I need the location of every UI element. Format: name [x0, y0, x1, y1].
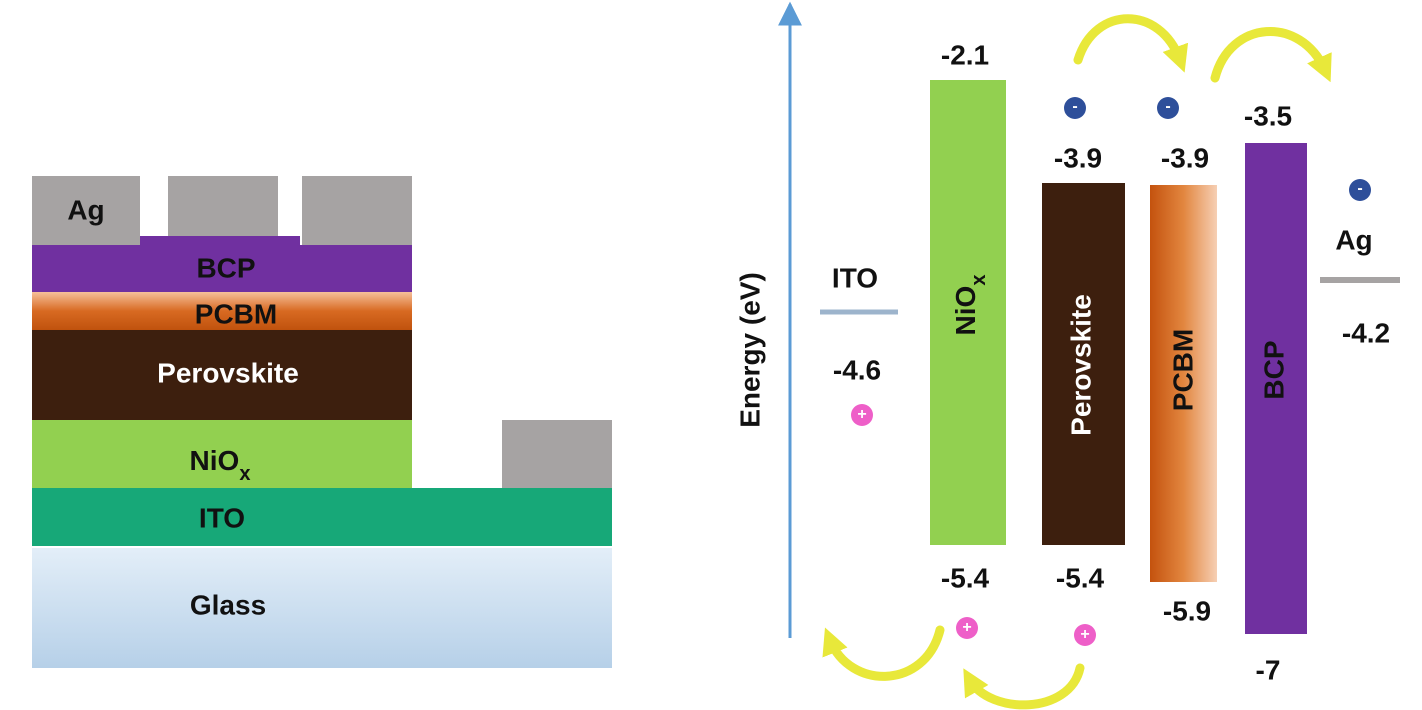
hole: + [956, 617, 978, 639]
label-base: NiO [950, 286, 981, 336]
hole: + [1074, 624, 1096, 646]
charge-sign: + [1080, 626, 1089, 643]
charge-sign: + [857, 406, 866, 423]
energy-value: -3.9 [1054, 142, 1102, 173]
device-stack: Ag BCP PCBM Perovskite NiOx ITO Glass [32, 176, 612, 668]
layer-label: Perovskite [157, 357, 299, 388]
layer-label: BCP [196, 252, 255, 283]
layer-label: ITO [199, 502, 245, 533]
material-label: NiOx [950, 275, 990, 336]
perovskite-layer [32, 330, 412, 420]
label-subscript: x [239, 463, 250, 485]
axis-label: Energy (eV) [734, 272, 765, 428]
ito-layer [32, 488, 612, 546]
charge-sign: - [1072, 98, 1077, 115]
charge-sign: - [1165, 98, 1170, 115]
transfer-arrow [1210, 27, 1332, 83]
label-subscript: x [968, 275, 990, 286]
material-label: BCP [1258, 340, 1289, 399]
energy-value: -5.4 [1056, 562, 1105, 593]
transfer-arrow [1073, 14, 1189, 73]
ag-contact [502, 420, 612, 488]
transfer-arrow [822, 625, 945, 681]
bcp-band [1245, 143, 1307, 634]
glass-layer [32, 548, 612, 668]
pcbm-band [1150, 185, 1217, 582]
niox-layer [32, 420, 412, 488]
layer-label: PCBM [195, 298, 277, 329]
ag-electrode [32, 176, 140, 245]
ag-electrode [302, 176, 412, 245]
charge-sign: + [962, 619, 971, 636]
energy-value: -4.6 [833, 354, 881, 385]
layer-label: Ag [67, 194, 104, 225]
energy-value: -2.1 [941, 39, 989, 70]
niox-band [930, 80, 1006, 545]
material-label: ITO [832, 262, 878, 293]
energy-diagram: Energy (eV) ITO -4.6 NiOx -2.1 -5.4 Pero… [734, 1, 1400, 710]
energy-value: -7 [1256, 654, 1281, 685]
energy-value: -3.9 [1161, 142, 1209, 173]
energy-value: -3.5 [1244, 100, 1292, 131]
material-label: PCBM [1167, 329, 1198, 411]
label-base: NiO [190, 445, 240, 476]
charge-sign: - [1357, 180, 1362, 197]
electron: - [1064, 97, 1086, 119]
electron: - [1157, 97, 1179, 119]
bcp-layer [32, 236, 412, 292]
layer-label: NiOx [190, 445, 251, 485]
layer-label: Glass [190, 589, 266, 620]
electron: - [1349, 179, 1371, 201]
energy-value: -5.4 [941, 562, 990, 593]
energy-value: -5.9 [1163, 595, 1211, 626]
pcbm-layer [32, 292, 412, 330]
ag-electrode [168, 176, 278, 236]
material-label: Ag [1335, 224, 1372, 255]
transfer-arrow [963, 663, 1085, 710]
perovskite-band [1042, 183, 1125, 545]
hole: + [851, 404, 873, 426]
material-label: Perovskite [1065, 294, 1096, 436]
energy-value: -4.2 [1342, 317, 1390, 348]
